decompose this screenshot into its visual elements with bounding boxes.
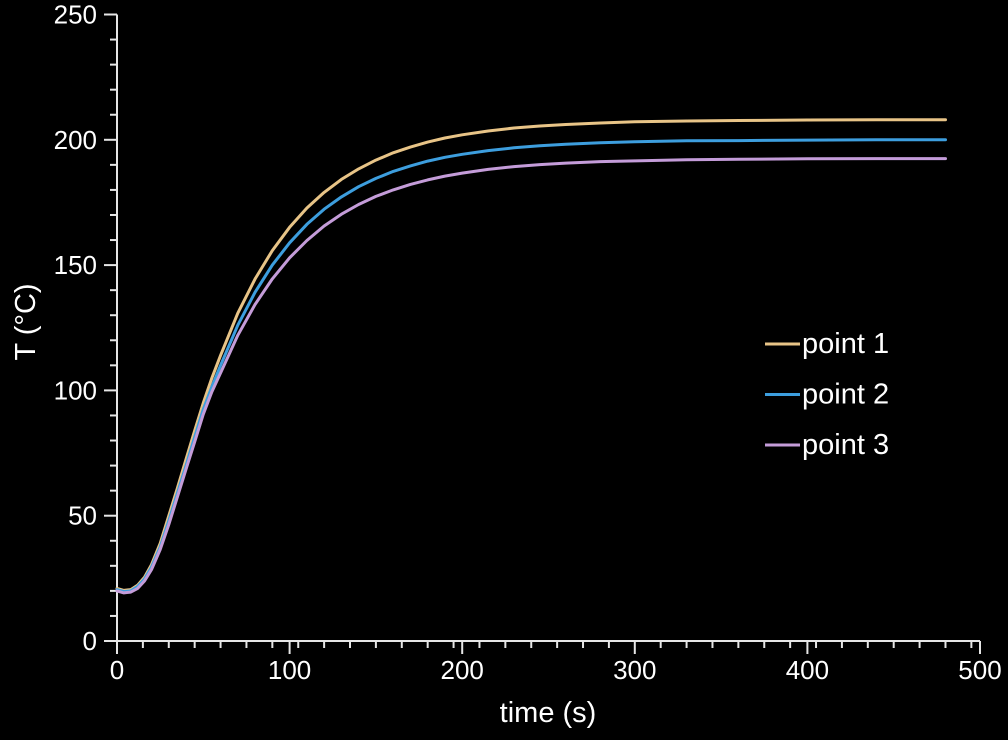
series-curve-point-3: [115, 157, 947, 595]
y-tick-label: 200: [54, 125, 97, 155]
legend-item-point-3: point 3: [765, 429, 889, 461]
x-axis-title: time (s): [500, 697, 597, 729]
legend: point 1 point 2 point 3: [765, 328, 889, 461]
x-tick-label: 400: [786, 655, 829, 685]
series-curve-point-2: [115, 138, 947, 594]
y-tick-label: 0: [83, 626, 97, 656]
x-tick-label: 500: [958, 655, 1001, 685]
axis-tick-labels: 0 100 200 300 400 500 0 50 100 150 200 250: [54, 0, 1002, 685]
x-tick-label: 300: [613, 655, 656, 685]
legend-item-point-2: point 2: [765, 379, 889, 411]
x-tick-label: 0: [110, 655, 124, 685]
y-tick-label: 50: [68, 501, 97, 531]
legend-label: point 3: [802, 429, 889, 461]
legend-item-point-1: point 1: [765, 328, 889, 360]
y-tick-label: 100: [54, 375, 97, 405]
legend-label: point 1: [802, 328, 889, 360]
data-series: [115, 118, 947, 595]
axes: [116, 14, 980, 642]
x-tick-label: 200: [441, 655, 484, 685]
x-tick-label: 100: [268, 655, 311, 685]
y-axis-title: T (°C): [10, 283, 42, 360]
y-tick-label: 250: [54, 0, 97, 30]
y-tick-label: 150: [54, 250, 97, 280]
legend-label: point 2: [802, 379, 889, 411]
axis-ticks: [104, 13, 981, 654]
